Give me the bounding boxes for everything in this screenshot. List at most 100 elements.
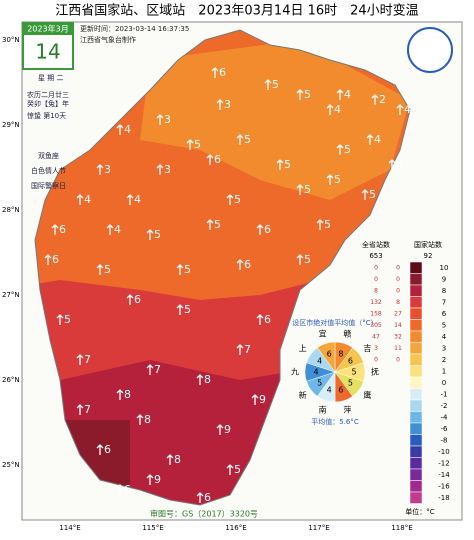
legend-swatch: [409, 468, 423, 481]
warming-arrow: [336, 89, 344, 100]
pie-value: 4: [317, 356, 322, 365]
station-value: 5: [154, 228, 161, 241]
warming-arrow: [116, 124, 124, 135]
pie-value: 8: [338, 349, 343, 358]
warming-arrow: [44, 254, 52, 265]
legend-nat-count: 11: [394, 345, 402, 352]
legend-label: 1: [442, 367, 446, 375]
legend-label: 3: [442, 344, 446, 352]
warming-arrow: [186, 139, 194, 150]
station-value: 5: [324, 218, 331, 231]
title: 江西省国家站、区域站 2023年03月14日 16时 24小时变温: [55, 3, 418, 19]
station-value: 5: [344, 143, 351, 156]
legend-all-count: 3: [374, 345, 378, 352]
legend-nat-count: 27: [394, 310, 402, 317]
legend-label: -4: [441, 413, 449, 421]
lon-label: 115°E: [142, 524, 163, 532]
station-value: 8: [204, 373, 211, 386]
legend-label: 7: [442, 298, 446, 306]
pie-wedge: [317, 341, 336, 373]
legend-label: -16: [438, 482, 450, 490]
legend-swatch: [409, 491, 423, 504]
warming-arrow: [256, 314, 264, 325]
warming-arrow: [388, 159, 396, 170]
station-value: 6: [52, 253, 59, 266]
warming-arrow: [76, 354, 84, 365]
legend-label: 2: [442, 356, 446, 364]
warming-arrow: [256, 224, 264, 235]
station-value: 5: [104, 263, 111, 276]
pie-city: 萍: [343, 405, 351, 415]
station-value: 5: [234, 193, 241, 206]
legend-swatch: [409, 261, 423, 274]
lat-label: 30°N: [2, 36, 20, 44]
legend-swatch: [409, 457, 423, 470]
update-time: 更新时间：2023-03-14 16:37:35: [80, 24, 189, 33]
legend-swatch: [409, 388, 423, 401]
station-value: 9: [224, 423, 231, 436]
station-value: 4: [114, 223, 121, 236]
warming-arrow: [196, 374, 204, 385]
legend-nat-count: 8: [396, 299, 400, 306]
station-value: 6: [219, 66, 226, 79]
legend-nat-count: 0: [396, 264, 400, 271]
legend-nat-count: 14: [394, 322, 402, 329]
pie-value: 5: [351, 368, 356, 377]
legend-swatch: [409, 330, 423, 343]
maker: 江西省气象台制作: [80, 35, 136, 44]
warming-arrow: [146, 364, 154, 375]
lon-label: 114°E: [59, 524, 80, 532]
legend-swatch: [409, 296, 423, 309]
legend-all-count: 132: [370, 299, 382, 306]
legend-label: -8: [441, 436, 448, 444]
pie-average: 平均值：5.6°C: [311, 417, 359, 426]
legend-swatch: [409, 445, 423, 458]
station-value: 5: [272, 78, 279, 91]
warming-arrow: [106, 224, 114, 235]
warming-arrow: [146, 474, 154, 485]
warming-arrow: [116, 389, 124, 400]
legend-swatch: [409, 399, 423, 412]
province-border: [34, 29, 411, 506]
cal-year: 癸卯【兔】年: [27, 99, 69, 108]
pie-city: 吉: [363, 344, 371, 353]
lat-label: 28°N: [2, 206, 20, 214]
warming-arrow: [361, 189, 369, 200]
station-value: 6: [124, 483, 131, 496]
station-value: 5: [214, 218, 221, 231]
calendar-head: [23, 23, 73, 35]
warming-arrow: [396, 104, 404, 115]
warming-arrow: [326, 104, 334, 115]
legend-all-count: 305: [370, 322, 382, 329]
legend-nat-count: 0: [396, 356, 400, 363]
warming-arrow: [216, 99, 224, 110]
legend-label: -12: [438, 459, 449, 467]
warming-arrow: [76, 404, 84, 415]
station-value: 5: [304, 88, 311, 101]
legend-nat-count: 0: [396, 287, 400, 294]
legend-label: -6: [441, 425, 449, 433]
cal-festival: 国际警察日: [31, 181, 66, 190]
warming-arrow: [366, 134, 374, 145]
legend-label: -18: [438, 494, 449, 502]
legend-all-count: 8: [374, 287, 378, 294]
warming-arrow: [371, 94, 379, 105]
station-value: 7: [84, 353, 91, 366]
station-value: 6: [214, 153, 221, 166]
legend-nat-total: 92: [424, 252, 433, 260]
legend-swatch: [409, 422, 423, 435]
station-value: 5: [184, 263, 191, 276]
warming-arrow: [76, 194, 84, 205]
station-value: 3: [224, 98, 231, 111]
warming-arrow: [296, 89, 304, 100]
warming-arrow: [126, 194, 134, 205]
warming-arrow: [236, 134, 244, 145]
station-value: 7: [244, 343, 251, 356]
legend-swatch: [409, 307, 423, 320]
pie-title: 设区市绝对值平均值（°C）: [292, 318, 377, 327]
cal-month: 2023年3月: [27, 24, 68, 34]
legend-label: 0: [442, 379, 446, 387]
pie-city: 抚: [371, 367, 379, 377]
pie-city: 赣: [343, 328, 351, 338]
pie-value: 5: [348, 379, 353, 388]
